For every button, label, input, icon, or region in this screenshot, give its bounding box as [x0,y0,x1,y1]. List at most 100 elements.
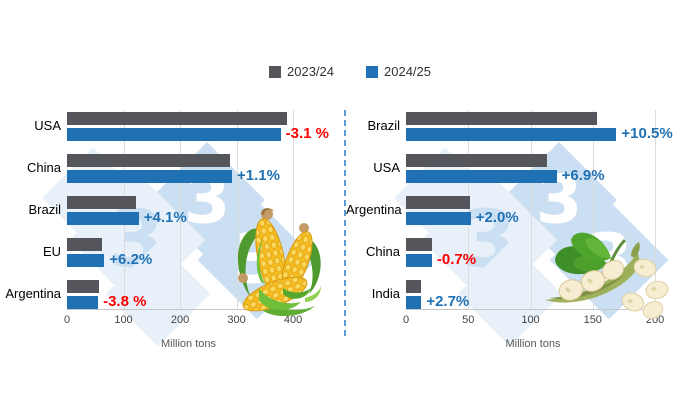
gridline [655,110,657,310]
soybean-production-chart: 3 3 3 0 50 100 150 200 Million tons Brazil +10.5% U… [346,110,700,357]
legend-label: 2023/24 [287,64,334,79]
bar-2024-25 [67,169,232,183]
bar-pair: +2.0% [406,196,660,225]
bar-2023-24 [406,154,547,167]
gridline [468,110,470,310]
bar-pair: +1.1% [67,154,310,183]
bar-group: China -0.7% [352,238,700,267]
axis-title: Million tons [160,338,217,350]
change-label: +1.1% [237,167,280,184]
bar-group: USA -3.1 % [0,112,344,141]
bar-2024-25-row: +2.7% [406,293,660,310]
category-label: EU [42,244,61,259]
axis-tick-label: 50 [462,314,475,326]
bar-2024-25-row: -3.8 % [67,293,310,310]
legend-label: 2024/25 [384,64,431,79]
gridline [293,110,295,310]
category-label: USA [34,118,61,133]
bar-pair: +6.9% [406,154,660,183]
category-label: Argentina [346,202,402,217]
bar-pair: +4.1% [67,196,310,225]
change-label: -0.7% [436,251,477,268]
bar-group: India +2.7% [352,280,700,309]
bar-group: Brazil +10.5% [352,112,700,141]
bar-pair: -0.7% [406,238,660,267]
bar-2024-25 [406,295,422,309]
axis-tick-label: 0 [63,314,71,326]
category-label: Brazil [28,202,61,217]
bar-2024-25 [67,295,99,309]
axis-tick-label: 200 [170,314,190,326]
change-label: +2.7% [426,293,470,310]
bar-2024-25 [406,211,471,225]
bar-2024-25-row: +6.9% [406,167,660,184]
bar-2024-25-row: +2.0% [406,209,660,226]
bar-pair: +6.2% [67,238,310,267]
change-label: +10.5% [621,125,673,142]
bar-group: USA +6.9% [352,154,700,183]
bar-2024-25-row: +10.5% [406,126,673,141]
chart-divider-dashed-line [344,110,346,336]
category-label: Brazil [367,118,400,133]
soybean-icon [545,232,669,319]
bar-group: Argentina -3.8 % [0,280,344,309]
bar-2024-25 [406,253,432,267]
change-label: +2.0% [475,209,519,226]
bar-2024-25 [67,211,139,225]
legend-swatch-blue [366,65,378,78]
change-label: +6.9% [561,167,605,184]
gridline [592,110,594,310]
bar-2023-24 [67,238,103,251]
axis-tick-label: 100 [521,314,540,326]
change-label: -3.8 % [103,293,147,310]
x-axis-line [406,309,660,310]
bar-2023-24 [67,196,136,209]
bar-2024-25-row: +4.1% [67,209,310,226]
bar-2023-24 [67,154,231,167]
axis-tick-label: 100 [114,314,133,326]
gridline [123,110,125,310]
bar-group: Argentina +2.0% [346,196,700,225]
bar-2023-24 [67,112,288,125]
axis-tick-label: 150 [583,314,602,326]
bar-2024-25-row: +1.1% [67,167,310,184]
bar-pair: -3.8 % [67,280,310,309]
bar-group: Brazil +4.1% [0,196,344,225]
bar-2024-25-row: -0.7% [406,251,660,268]
legend: 2023/24 2024/25 [0,64,700,79]
legend-item-2023-24: 2023/24 [269,64,334,79]
category-label: China [27,160,61,175]
change-label: -3.1 % [285,125,329,142]
x-axis-line [67,309,310,310]
category-label: USA [373,160,400,175]
change-label: +6.2% [109,251,153,268]
category-label: China [366,244,400,259]
plot-area: 0 100 200 300 400 Million tons [64,110,310,350]
plot-area: 0 50 100 150 200 Million tons [403,110,664,350]
bar-2024-25 [67,253,105,267]
gridline [236,110,238,310]
bar-group: China +1.1% [0,154,344,183]
change-label: +4.1% [143,209,187,226]
bar-pair: +10.5% [406,112,673,141]
axis-tick-label: 400 [283,314,303,326]
bar-2024-25-row: +6.2% [67,251,310,268]
category-label: Argentina [5,286,61,301]
bar-2023-24 [406,280,421,293]
gridline [180,110,182,310]
bar-2023-24 [67,280,100,293]
bar-2023-24 [406,112,597,125]
bar-group: EU +6.2% [0,238,344,267]
bar-2024-25 [67,127,281,141]
axis-title: Million tons [505,338,561,350]
axis-tick-label: 0 [402,314,410,326]
gridline [530,110,532,310]
bar-pair: +2.7% [406,280,660,309]
bar-2024-25 [406,127,617,141]
bar-2024-25-row: -3.1 % [67,126,329,141]
axis-tick-label: 300 [227,314,246,326]
bar-2024-25 [406,169,557,183]
corn-icon [237,208,321,317]
legend-swatch-gray [269,65,281,78]
